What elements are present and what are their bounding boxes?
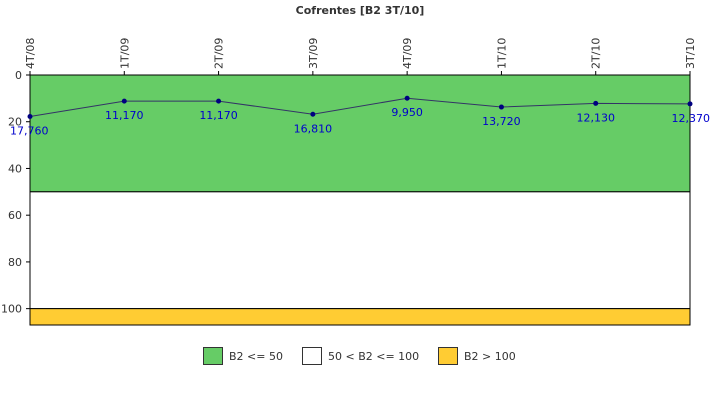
data-point-5 — [498, 104, 504, 110]
band-1 — [29, 191, 691, 310]
data-point-2 — [216, 98, 222, 104]
legend-item-low: B2 <= 50 — [203, 345, 283, 367]
plot-frame — [29, 74, 691, 326]
line-chart: 0 20 40 60 80 100 4T/08 1T/09 2T/09 3T/09 4T/09 1T/… — [1, 38, 711, 326]
y-tick-label-0: 0 — [15, 69, 22, 82]
x-tick-label-6: 2T/10 — [590, 38, 603, 69]
data-label-0: 17,760 — [10, 124, 49, 137]
x-tick-label-2: 2T/09 — [213, 38, 226, 69]
legend-label-high: B2 > 100 — [464, 349, 516, 363]
x-tick-label-5: 1T/10 — [495, 38, 508, 69]
data-point-6 — [593, 100, 599, 106]
y-tick-label-2: 40 — [8, 162, 22, 175]
legend: B2 <= 50 50 < B2 <= 100 B2 > 100 — [0, 345, 720, 369]
data-label-1: 11,170 — [105, 109, 144, 122]
data-label-4: 9,950 — [391, 106, 423, 119]
legend-item-high: B2 > 100 — [438, 345, 516, 367]
legend-label-low: B2 <= 50 — [229, 349, 283, 363]
x-tick-label-4: 4T/09 — [401, 38, 414, 69]
data-point-4 — [404, 95, 410, 101]
data-label-2: 11,170 — [199, 109, 238, 122]
x-tick-label-3: 3T/09 — [307, 38, 320, 69]
legend-label-mid: 50 < B2 <= 100 — [328, 349, 420, 363]
legend-swatch-mid — [302, 347, 322, 365]
data-label-7: 12,370 — [672, 112, 711, 125]
data-label-6: 12,130 — [576, 111, 615, 124]
series-line — [29, 97, 691, 117]
data-point-3 — [310, 111, 316, 117]
band-0 — [29, 74, 691, 193]
data-point-1 — [121, 98, 127, 104]
legend-item-mid: 50 < B2 <= 100 — [302, 345, 419, 367]
chart-title: Cofrentes [B2 3T/10] — [295, 4, 425, 17]
y-tick-label-1: 20 — [8, 116, 22, 129]
y-tick-label-5: 100 — [1, 303, 22, 316]
legend-swatch-high — [438, 347, 458, 365]
x-tick-label-0: 4T/08 — [24, 38, 37, 69]
data-point-7 — [687, 101, 693, 107]
data-point-0 — [27, 113, 33, 119]
data-label-5: 13,720 — [482, 115, 521, 128]
y-tick-label-3: 60 — [8, 209, 22, 222]
band-2 — [29, 308, 691, 326]
legend-swatch-low — [203, 347, 223, 365]
x-tick-label-7: 3T/10 — [684, 38, 697, 69]
data-label-3: 16,810 — [294, 122, 333, 135]
y-tick-label-4: 80 — [8, 256, 22, 269]
x-tick-label-1: 1T/09 — [118, 38, 131, 69]
